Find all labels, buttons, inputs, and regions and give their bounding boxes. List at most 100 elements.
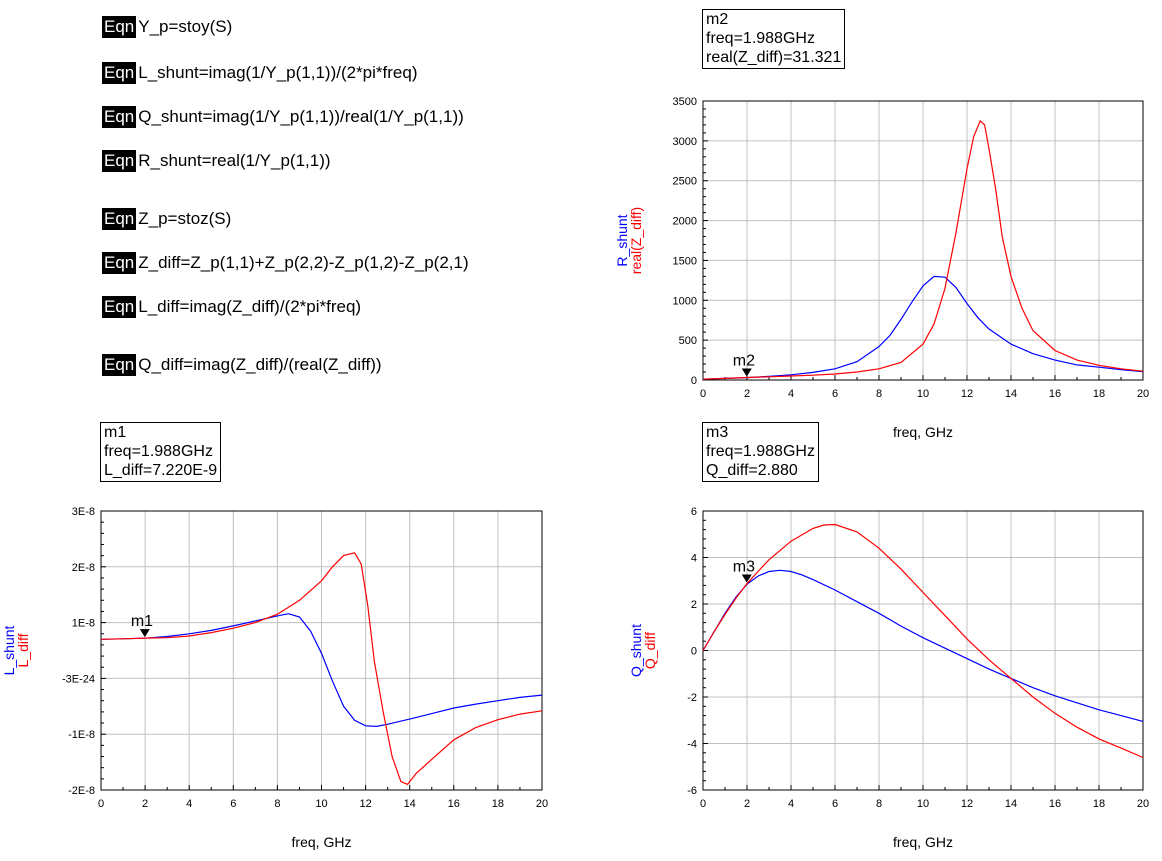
x-tick-label: 4 [788,388,794,400]
equation-text: L_diff=imag(Z_diff)/(2*pi*freq) [138,297,362,316]
x-tick-label: 2 [744,798,750,810]
marker-label: m2 [733,353,755,370]
equation-text: Z_p=stoz(S) [138,209,232,228]
marker-readout-m1[interactable]: m1 freq=1.988GHz L_diff=7.220E-9 [100,422,222,482]
y-tick-label: 3E-8 [72,506,95,518]
eqn-badge: Eqn [102,16,137,38]
y-tick-label: 3500 [673,96,697,108]
marker-freq: freq=1.988GHz [706,30,815,47]
y-tick-label: 2500 [673,176,697,188]
x-tick-label: 10 [917,388,929,400]
equation-row: Eqn L_diff=imag(Z_diff)/(2*pi*freq) [102,295,361,319]
y-axis-label: R_shunt [614,214,630,266]
x-tick-label: 4 [788,798,794,810]
x-axis-label: freq, GHz [893,424,953,440]
y-axis-label: Q_shunt [628,624,644,677]
y-axis-label: real(Z_diff) [628,207,644,274]
x-tick-label: 0 [700,388,706,400]
equation-text: L_shunt=imag(1/Y_p(1,1))/(2*pi*freq) [138,63,418,82]
series-line-R-shunt [702,275,1144,380]
x-tick-label: 14 [1005,798,1017,810]
y-tick-label: -2 [687,692,697,704]
marker-label: m3 [733,559,755,576]
y-tick-label: 0 [691,375,697,387]
equation-text: R_shunt=real(1/Y_p(1,1)) [138,151,331,170]
x-tick-label: 14 [404,798,416,810]
y-tick-label: 500 [679,335,697,347]
x-axis-label: freq, GHz [893,834,953,850]
y-axis-label: L_shunt [1,625,17,675]
series-line-Q-diff [702,523,1144,759]
equation-text: Y_p=stoy(S) [138,17,233,36]
x-tick-label: 6 [832,388,838,400]
marker-value: L_diff=7.220E-9 [104,462,218,479]
equation-row: Eqn Y_p=stoy(S) [102,15,232,39]
y-axis-label: Q_diff [642,632,658,669]
marker-value: Q_diff=2.880 [706,462,798,479]
plot-frame [100,510,543,791]
x-tick-label: 14 [1005,388,1017,400]
x-tick-label: 6 [230,798,236,810]
eqn-badge: Eqn [102,62,137,84]
x-tick-label: 2 [744,388,750,400]
x-tick-label: 6 [832,798,838,810]
x-tick-label: 0 [700,798,706,810]
y-tick-label: 2 [691,599,697,611]
equation-row: Eqn Z_diff=Z_p(1,1)+Z_p(2,2)-Z_p(1,2)-Z_… [102,251,469,275]
series-line-real-Z-diff- [702,119,1144,380]
x-tick-label: 10 [315,798,327,810]
x-tick-label: 10 [917,798,929,810]
x-tick-label: 12 [961,388,973,400]
plot-frame [702,100,1144,381]
y-tick-label: -3E-24 [62,673,95,685]
eqn-badge: Eqn [102,208,137,230]
equation-row: Eqn Q_shunt=imag(1/Y_p(1,1))/real(1/Y_p(… [102,105,464,129]
series-line-L-diff [100,552,543,786]
x-tick-label: 20 [1137,388,1149,400]
x-tick-label: 8 [876,388,882,400]
y-tick-label: -6 [687,785,697,797]
y-tick-label: 1500 [673,255,697,267]
x-tick-label: 0 [98,798,104,810]
x-tick-label: 4 [186,798,192,810]
marker-triangle [139,629,150,638]
y-tick-label: -2E-8 [68,785,95,797]
marker-name: m2 [706,11,729,28]
y-tick-label: 6 [691,506,697,518]
eqn-badge: Eqn [102,296,137,318]
marker-readout-m2[interactable]: m2 freq=1.988GHz real(Z_diff)=31.321 [702,9,846,69]
y-tick-label: 4 [691,553,697,565]
x-axis-label: freq, GHz [292,834,352,850]
series-line-Q-shunt [702,569,1144,722]
y-tick-label: 1E-8 [72,618,95,630]
x-tick-label: 16 [448,798,460,810]
x-tick-label: 12 [359,798,371,810]
chart-quality: 0 2 4 6 8 10 12 14 16 18 20 -6 -4 -2 0 2 4 6 freq, GHz Q_sh… [628,506,1149,850]
y-tick-label: 1000 [673,295,697,307]
y-tick-label: 3000 [673,136,697,148]
marker-label: m1 [131,613,153,630]
equation-row: Eqn Z_p=stoz(S) [102,207,231,231]
x-tick-label: 8 [876,798,882,810]
marker-readout-m3[interactable]: m3 freq=1.988GHz Q_diff=2.880 [702,422,819,482]
y-axis-label: L_diff [15,633,31,667]
eqn-badge: Eqn [102,252,137,274]
chart-inductance: 0 2 4 6 8 10 12 14 16 18 20 -2E-8 -1E-8 -3E-24 1E-8 2E-… [1,506,548,850]
x-tick-label: 16 [1049,388,1061,400]
marker-freq: freq=1.988GHz [706,443,815,460]
eqn-badge: Eqn [102,106,137,128]
marker-name: m1 [104,424,127,441]
y-tick-label: 2E-8 [72,562,95,574]
marker-freq: freq=1.988GHz [104,443,213,460]
equation-row: Eqn R_shunt=real(1/Y_p(1,1)) [102,149,331,173]
y-tick-label: 0 [691,646,697,658]
y-tick-label: -1E-8 [68,729,95,741]
marker-value: real(Z_diff)=31.321 [706,49,842,66]
series-line-L-shunt [100,613,543,728]
equation-text: Q_diff=imag(Z_diff)/(real(Z_diff)) [138,355,382,374]
marker-triangle [741,574,752,583]
x-tick-label: 12 [961,798,973,810]
eqn-badge: Eqn [102,354,137,376]
x-tick-label: 8 [274,798,280,810]
